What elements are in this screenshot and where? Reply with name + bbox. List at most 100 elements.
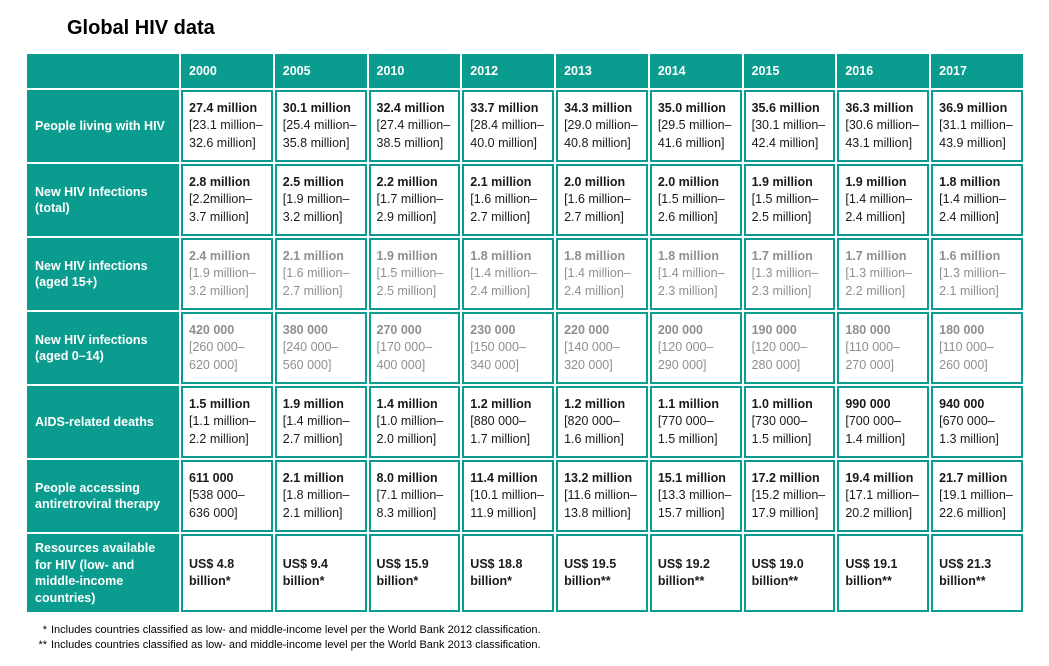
data-cell: 33.7 million [28.4 million–40.0 million] (462, 90, 555, 162)
data-cell: 11.4 million [10.1 million–11.9 million] (462, 460, 555, 532)
cell-value: 21.7 million (939, 470, 1008, 485)
cell-range: [7.1 million–8.3 million] (376, 488, 444, 520)
table-row: New HIV infections (aged 15+) 2.4 million… (27, 238, 1023, 310)
cell-value: 1.6 million (939, 248, 1001, 263)
data-cell: 2.1 million [1.8 million–2.1 million] (274, 460, 367, 532)
cell-value: US$ 15.9 billion* (376, 556, 429, 589)
footnote-1-text: Includes countries classified as low- an… (51, 624, 541, 636)
data-cell: 2.2 million [1.7 million–2.9 million] (368, 164, 461, 236)
cell-value: US$ 19.2 billion** (657, 556, 710, 589)
data-cell: 2.1 million [1.6 million–2.7 million] (462, 164, 555, 236)
cell-range: [1.9 million–3.2 million] (189, 266, 256, 298)
cell-range: [17.1 million–20.2 million] (845, 488, 920, 520)
cell-value: 611 000 (189, 470, 234, 485)
cell-value: 8.0 million (376, 470, 438, 485)
cell-range: [29.0 million–40.8 million] (564, 118, 638, 150)
cell-range: [538 000–636 000] (189, 488, 245, 520)
cell-range: [30.6 million–43.1 million] (845, 118, 920, 150)
cell-range: [1.4 million–2.4 million] (564, 266, 631, 298)
data-cell: 1.7 million [1.3 million–2.3 million] (743, 238, 836, 310)
cell-value: 35.0 million (657, 100, 726, 115)
cell-value: 1.1 million (657, 396, 719, 411)
cell-value: 2.1 million (282, 248, 344, 263)
cell-value: 180 000 (939, 322, 985, 337)
cell-value: 1.2 million (470, 396, 532, 411)
cell-range: [23.1 million–32.6 million] (189, 118, 263, 150)
data-cell: 1.5 million [1.1 million–2.2 million] (181, 386, 273, 458)
cell-value: 1.7 million (751, 248, 813, 263)
column-header-2014: 2014 (649, 54, 742, 88)
cell-value: 33.7 million (470, 100, 539, 115)
cell-value: 15.1 million (657, 470, 726, 485)
cell-value: 32.4 million (376, 100, 445, 115)
column-header-2015: 2015 (743, 54, 836, 88)
cell-value: 2.1 million (470, 174, 532, 189)
cell-range: [110 000–270 000] (845, 340, 901, 372)
cell-range: [670 000–1.3 million] (939, 414, 999, 446)
footnote-1-marker: * (42, 624, 47, 636)
cell-value: US$ 21.3 billion** (939, 556, 992, 589)
table-row: New HIV Infections (total) 2.8 million [2.… (27, 164, 1023, 236)
cell-value: 1.2 million (564, 396, 626, 411)
cell-range: [29.5 million–41.6 million] (657, 118, 732, 150)
cell-range: [1.4 million–2.4 million] (470, 266, 537, 298)
cell-value: 1.9 million (282, 396, 344, 411)
cell-range: [260 000–620 000] (189, 340, 245, 372)
cell-value: 230 000 (470, 322, 516, 337)
cell-range: [1.3 million–2.3 million] (751, 266, 819, 298)
data-cell: 1.7 million [1.3 million–2.2 million] (837, 238, 930, 310)
data-cell: 1.0 million [730 000–1.5 million] (743, 386, 836, 458)
data-cell: 420 000 [260 000–620 000] (181, 312, 273, 384)
cell-range: [1.4 million–2.3 million] (657, 266, 725, 298)
cell-value: 2.4 million (189, 248, 251, 263)
cell-value: 17.2 million (751, 470, 820, 485)
data-cell: 32.4 million [27.4 million–38.5 million] (368, 90, 461, 162)
table-body: People living with HIV 27.4 million [23.1 … (27, 90, 1023, 612)
cell-value: 13.2 million (564, 470, 633, 485)
cell-value: US$ 19.5 billion** (564, 556, 617, 589)
cell-range: [730 000–1.5 million] (751, 414, 812, 446)
row-label: AIDS-related deaths (27, 386, 179, 458)
footnote-2-text: Includes countries classified as low- an… (51, 638, 541, 651)
cell-range: [170 000–400 000] (376, 340, 433, 372)
cell-value: 36.3 million (845, 100, 914, 115)
data-cell: 2.0 million [1.6 million–2.7 million] (556, 164, 648, 236)
data-cell: 940 000 [670 000–1.3 million] (931, 386, 1023, 458)
footnotes: * Includes countries classified as low- … (31, 623, 1025, 653)
cell-value: 34.3 million (564, 100, 633, 115)
column-header-2016: 2016 (837, 54, 930, 88)
data-cell: 380 000 [240 000–560 000] (274, 312, 367, 384)
table-row: Resources available for HIV (low- and mi… (27, 534, 1023, 612)
column-header-2017: 2017 (931, 54, 1023, 88)
data-cell: 36.3 million [30.6 million–43.1 million] (837, 90, 930, 162)
cell-range: [700 000–1.4 million] (845, 414, 906, 446)
data-cell: 1.8 million [1.4 million–2.4 million] (931, 164, 1023, 236)
cell-value: 1.8 million (564, 248, 626, 263)
cell-range: [140 000–320 000] (564, 340, 620, 372)
cell-value: 1.9 million (751, 174, 813, 189)
data-cell: 200 000 [120 000–290 000] (649, 312, 742, 384)
cell-value: 1.9 million (845, 174, 907, 189)
data-cell: 34.3 million [29.0 million–40.8 million] (556, 90, 648, 162)
data-cell: 2.8 million [2.2million–3.7 million] (181, 164, 273, 236)
cell-range: [19.1 million–22.6 million] (939, 488, 1013, 520)
cell-range: [1.7 million–2.9 million] (376, 192, 444, 224)
cell-value: 380 000 (282, 322, 328, 337)
column-header-2000: 2000 (181, 54, 273, 88)
row-label: People accessing antiretroviral therapy (27, 460, 179, 532)
corner-cell (27, 54, 179, 88)
data-cell: 1.9 million [1.5 million–2.5 million] (368, 238, 461, 310)
cell-range: [1.6 million–2.7 million] (282, 266, 350, 298)
data-cell: 17.2 million [15.2 million–17.9 million] (743, 460, 836, 532)
cell-value: US$ 19.1 billion** (845, 556, 898, 589)
data-cell: 230 000 [150 000–340 000] (462, 312, 555, 384)
data-cell: 2.4 million [1.9 million–3.2 million] (181, 238, 273, 310)
column-header-2013: 2013 (556, 54, 648, 88)
data-cell: 36.9 million [31.1 million–43.9 million] (931, 90, 1023, 162)
data-cell: 19.4 million [17.1 million–20.2 million] (837, 460, 930, 532)
data-cell: 8.0 million [7.1 million–8.3 million] (368, 460, 461, 532)
data-cell: 2.1 million [1.6 million–2.7 million] (274, 238, 367, 310)
cell-range: [110 000–260 000] (939, 340, 994, 372)
cell-range: [120 000–280 000] (751, 340, 808, 372)
cell-range: [1.1 million–2.2 million] (189, 414, 256, 446)
